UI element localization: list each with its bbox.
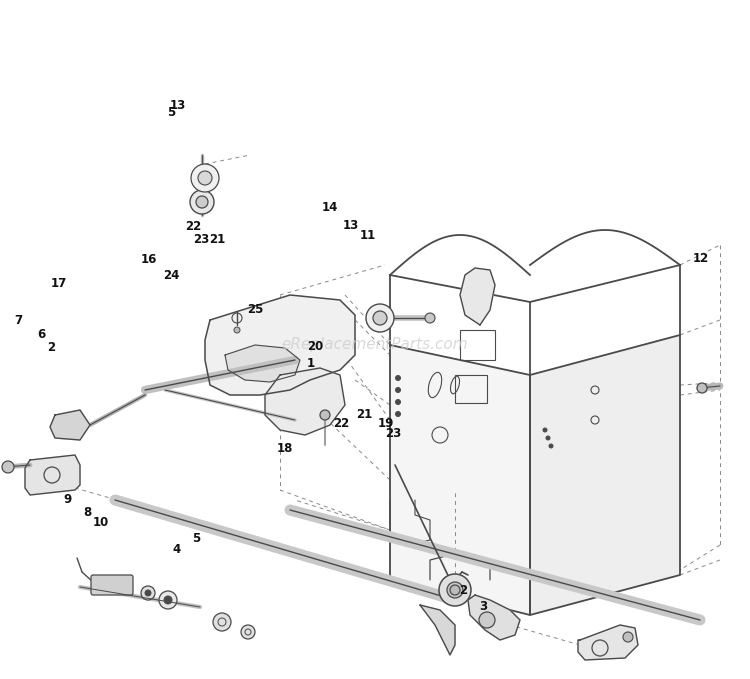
Text: 1: 1: [308, 356, 315, 370]
Text: 21: 21: [209, 232, 226, 246]
Polygon shape: [530, 335, 680, 615]
Circle shape: [395, 399, 400, 405]
Circle shape: [439, 574, 471, 606]
Text: 2: 2: [460, 584, 467, 598]
Circle shape: [190, 190, 214, 214]
Circle shape: [450, 585, 460, 595]
Text: 16: 16: [140, 253, 157, 266]
Circle shape: [164, 596, 172, 604]
Text: 23: 23: [386, 426, 402, 440]
Text: 25: 25: [247, 303, 263, 316]
Circle shape: [479, 612, 495, 628]
Circle shape: [697, 383, 707, 393]
Text: 8: 8: [84, 506, 92, 519]
Polygon shape: [225, 345, 300, 382]
Circle shape: [395, 411, 400, 416]
Text: 14: 14: [322, 201, 338, 215]
Polygon shape: [390, 345, 530, 615]
Text: 22: 22: [333, 417, 350, 430]
Text: 2: 2: [47, 341, 55, 354]
Text: 10: 10: [93, 516, 110, 530]
Text: 13: 13: [343, 219, 359, 232]
Text: 3: 3: [480, 600, 488, 613]
Circle shape: [241, 625, 255, 639]
Text: 22: 22: [185, 220, 202, 234]
Polygon shape: [468, 595, 520, 640]
Text: 7: 7: [15, 314, 22, 327]
Text: 5: 5: [166, 106, 175, 120]
Circle shape: [543, 428, 547, 432]
Circle shape: [425, 313, 435, 323]
Circle shape: [366, 304, 394, 332]
Circle shape: [141, 586, 155, 600]
Circle shape: [373, 311, 387, 325]
Text: 20: 20: [307, 340, 323, 353]
Text: 18: 18: [277, 441, 293, 455]
Circle shape: [320, 410, 330, 420]
Circle shape: [395, 375, 400, 380]
Text: 5: 5: [192, 532, 201, 545]
Bar: [455, 375, 487, 403]
Polygon shape: [205, 295, 355, 395]
Polygon shape: [265, 368, 345, 435]
FancyBboxPatch shape: [91, 575, 133, 595]
Circle shape: [191, 164, 219, 192]
Text: 17: 17: [50, 277, 67, 291]
Text: 19: 19: [378, 416, 394, 430]
Polygon shape: [25, 455, 80, 495]
Circle shape: [159, 591, 177, 609]
Text: 13: 13: [170, 99, 186, 113]
Circle shape: [234, 327, 240, 333]
Circle shape: [2, 461, 14, 473]
Circle shape: [196, 196, 208, 208]
Bar: [460, 330, 495, 360]
Circle shape: [395, 388, 400, 392]
Circle shape: [447, 582, 463, 598]
Circle shape: [145, 590, 151, 596]
Circle shape: [549, 444, 553, 448]
Text: 23: 23: [193, 232, 209, 246]
Text: 11: 11: [359, 229, 376, 242]
Polygon shape: [460, 268, 495, 325]
Text: 9: 9: [63, 492, 72, 506]
Circle shape: [623, 632, 633, 642]
Circle shape: [546, 436, 550, 440]
Text: 24: 24: [163, 269, 179, 282]
Text: 6: 6: [37, 328, 45, 342]
Text: 21: 21: [356, 407, 373, 421]
Text: 4: 4: [172, 543, 180, 557]
Polygon shape: [578, 625, 638, 660]
Polygon shape: [50, 410, 90, 440]
Polygon shape: [420, 605, 455, 655]
Circle shape: [198, 171, 212, 185]
Circle shape: [213, 613, 231, 631]
Text: eReplacementParts.com: eReplacementParts.com: [282, 337, 468, 352]
Text: 12: 12: [693, 251, 709, 265]
